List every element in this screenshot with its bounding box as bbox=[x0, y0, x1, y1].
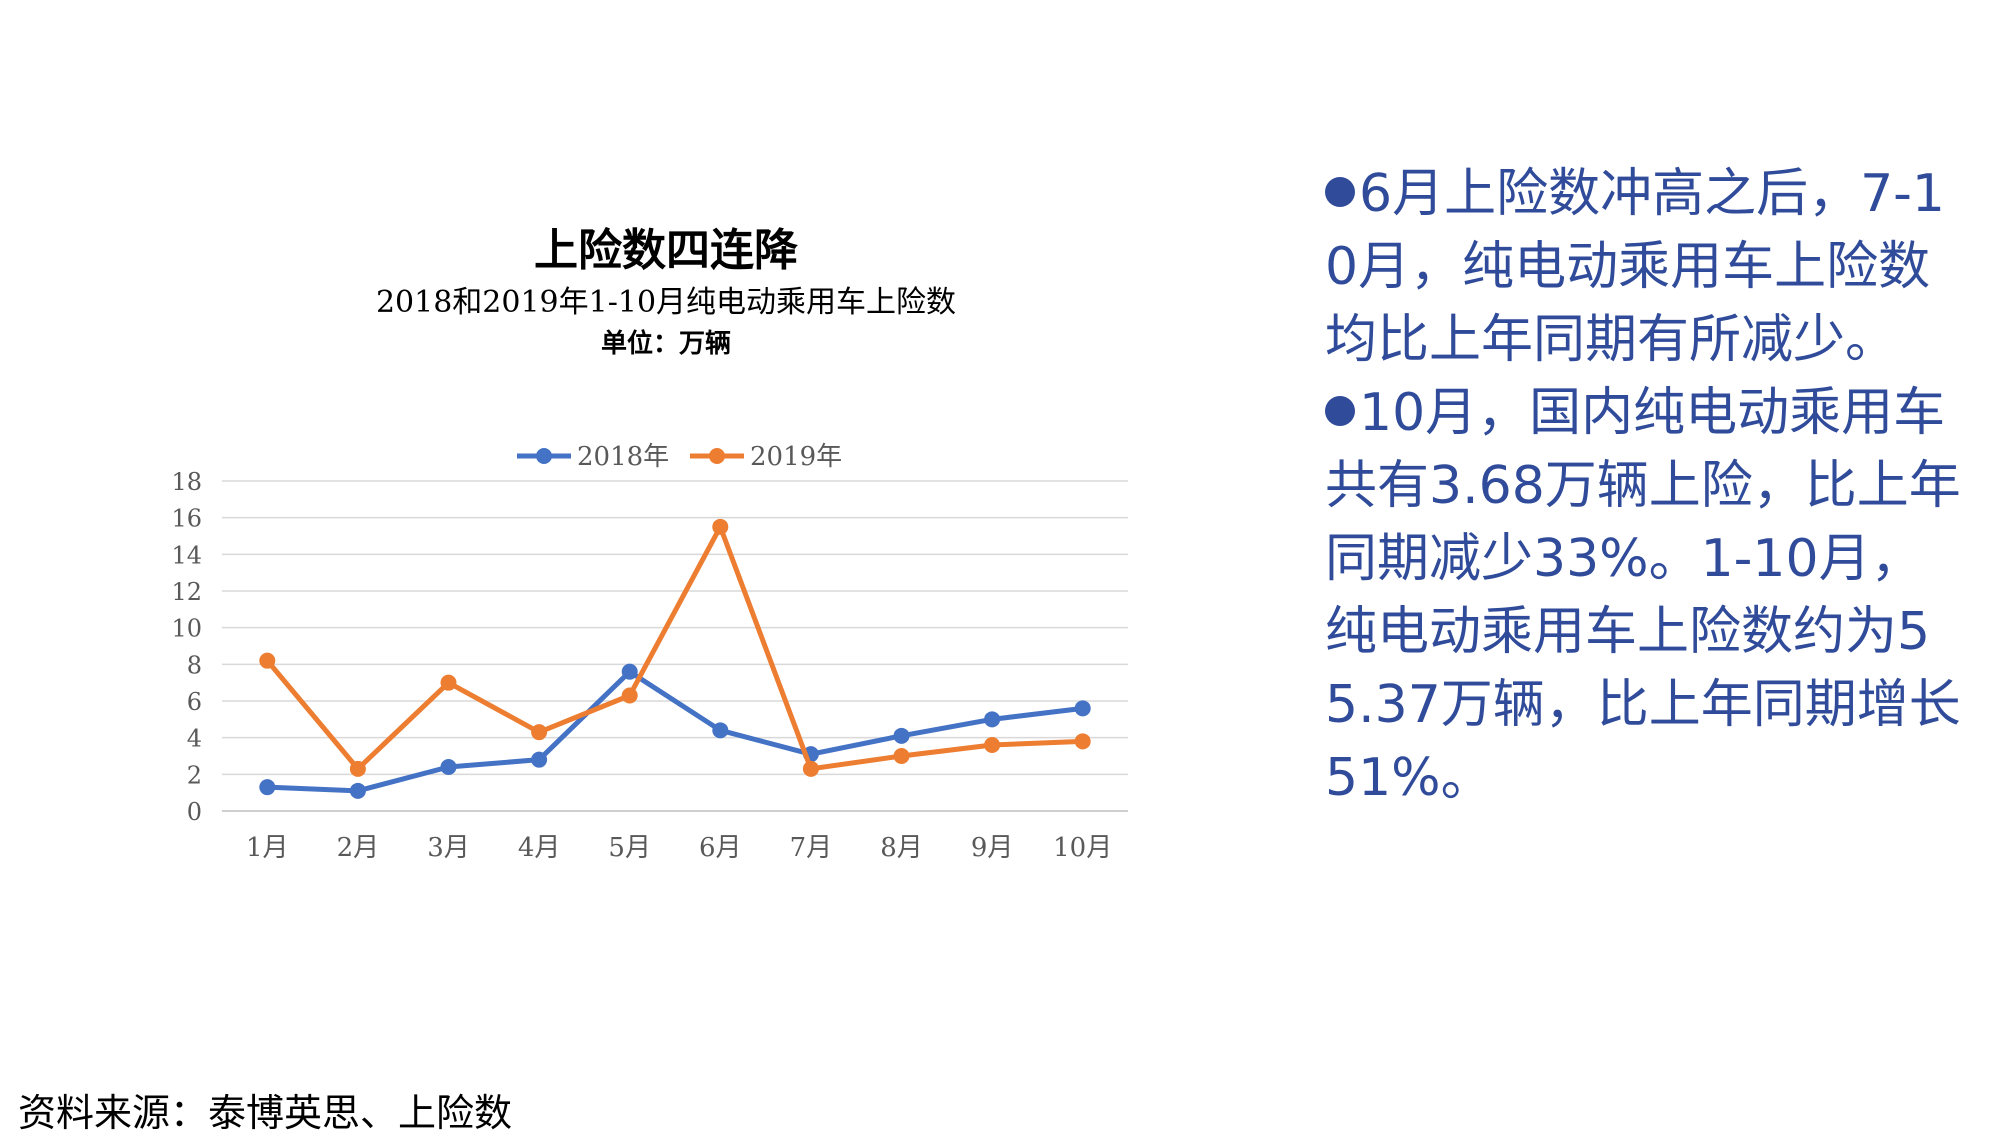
x-tick-label: 9月 bbox=[971, 833, 1014, 863]
data-point bbox=[440, 674, 457, 691]
chart-unit-label: 单位：万辆 bbox=[601, 328, 731, 359]
data-point bbox=[349, 782, 366, 799]
data-point bbox=[259, 779, 276, 796]
commentary-text: 6月上险数冲高之后，7-10月，纯电动乘用车上险数均比上年同期有所减少。 10月… bbox=[1325, 158, 1965, 815]
bullet-icon bbox=[1325, 396, 1355, 426]
data-point bbox=[712, 518, 729, 535]
source-note: 资料来源：泰博英思、上险数 bbox=[18, 1091, 513, 1135]
y-tick-label: 16 bbox=[171, 505, 202, 533]
y-tick-label: 6 bbox=[187, 688, 202, 716]
y-tick-label: 18 bbox=[171, 468, 202, 496]
x-tick-label: 8月 bbox=[880, 833, 923, 863]
line-chart: 上险数四连降 2018和2019年1-10月纯电动乘用车上险数 单位：万辆 20… bbox=[171, 225, 1128, 863]
chart-title: 上险数四连降 bbox=[534, 225, 798, 276]
y-tick-label: 4 bbox=[187, 725, 202, 753]
series-line-1 bbox=[267, 669, 1084, 794]
series-line-2 bbox=[265, 524, 1083, 772]
data-point bbox=[621, 663, 638, 680]
chart-legend: 2018年 2019年 bbox=[517, 442, 842, 472]
legend-marker-1 bbox=[536, 448, 552, 464]
y-tick-label: 10 bbox=[171, 615, 202, 643]
x-tick-label: 3月 bbox=[427, 833, 470, 863]
commentary-paragraph-2: 10月，国内纯电动乘用车共有3.68万辆上险，比上年同期减少33%。1-10月，… bbox=[1325, 383, 1961, 808]
x-tick-label: 7月 bbox=[790, 833, 833, 863]
chart-subtitle: 2018和2019年1-10月纯电动乘用车上险数 bbox=[376, 285, 956, 320]
y-tick-label: 2 bbox=[187, 761, 202, 789]
data-point bbox=[893, 727, 910, 744]
data-point bbox=[1074, 700, 1091, 717]
data-point bbox=[893, 748, 910, 764]
data-point bbox=[1074, 733, 1091, 750]
x-tick-label: 4月 bbox=[518, 833, 561, 863]
legend-marker-2 bbox=[709, 448, 725, 464]
data-point bbox=[440, 759, 457, 775]
data-point bbox=[984, 737, 1001, 753]
data-point bbox=[984, 711, 1001, 728]
x-tick-label: 1月 bbox=[246, 833, 289, 863]
commentary-paragraph-1: 6月上险数冲高之后，7-10月，纯电动乘用车上险数均比上年同期有所减少。 bbox=[1325, 164, 1946, 370]
y-tick-label: 14 bbox=[171, 541, 202, 569]
x-axis: 1月 2月 3月 4月 5月 6月 7月 8月 9月 10月 bbox=[246, 833, 1112, 863]
bullet-icon bbox=[1325, 177, 1355, 207]
legend-label-1: 2018年 bbox=[577, 442, 669, 472]
data-point bbox=[531, 724, 548, 741]
data-point bbox=[349, 760, 366, 777]
data-point bbox=[259, 652, 276, 669]
legend-label-2: 2019年 bbox=[750, 442, 842, 472]
y-tick-label: 12 bbox=[171, 578, 202, 606]
x-tick-label: 2月 bbox=[337, 833, 380, 863]
x-tick-label: 5月 bbox=[608, 833, 651, 863]
y-tick-label: 8 bbox=[187, 651, 202, 679]
data-point bbox=[712, 722, 729, 739]
data-point bbox=[802, 760, 819, 777]
data-point bbox=[531, 751, 548, 768]
x-tick-label: 6月 bbox=[699, 833, 742, 863]
x-tick-label: 10月 bbox=[1053, 833, 1112, 863]
chart-plot-area bbox=[259, 518, 1091, 799]
y-axis: 0 2 4 6 8 10 12 14 16 18 bbox=[171, 468, 202, 826]
data-point bbox=[621, 687, 638, 704]
y-tick-label: 0 bbox=[187, 798, 202, 826]
